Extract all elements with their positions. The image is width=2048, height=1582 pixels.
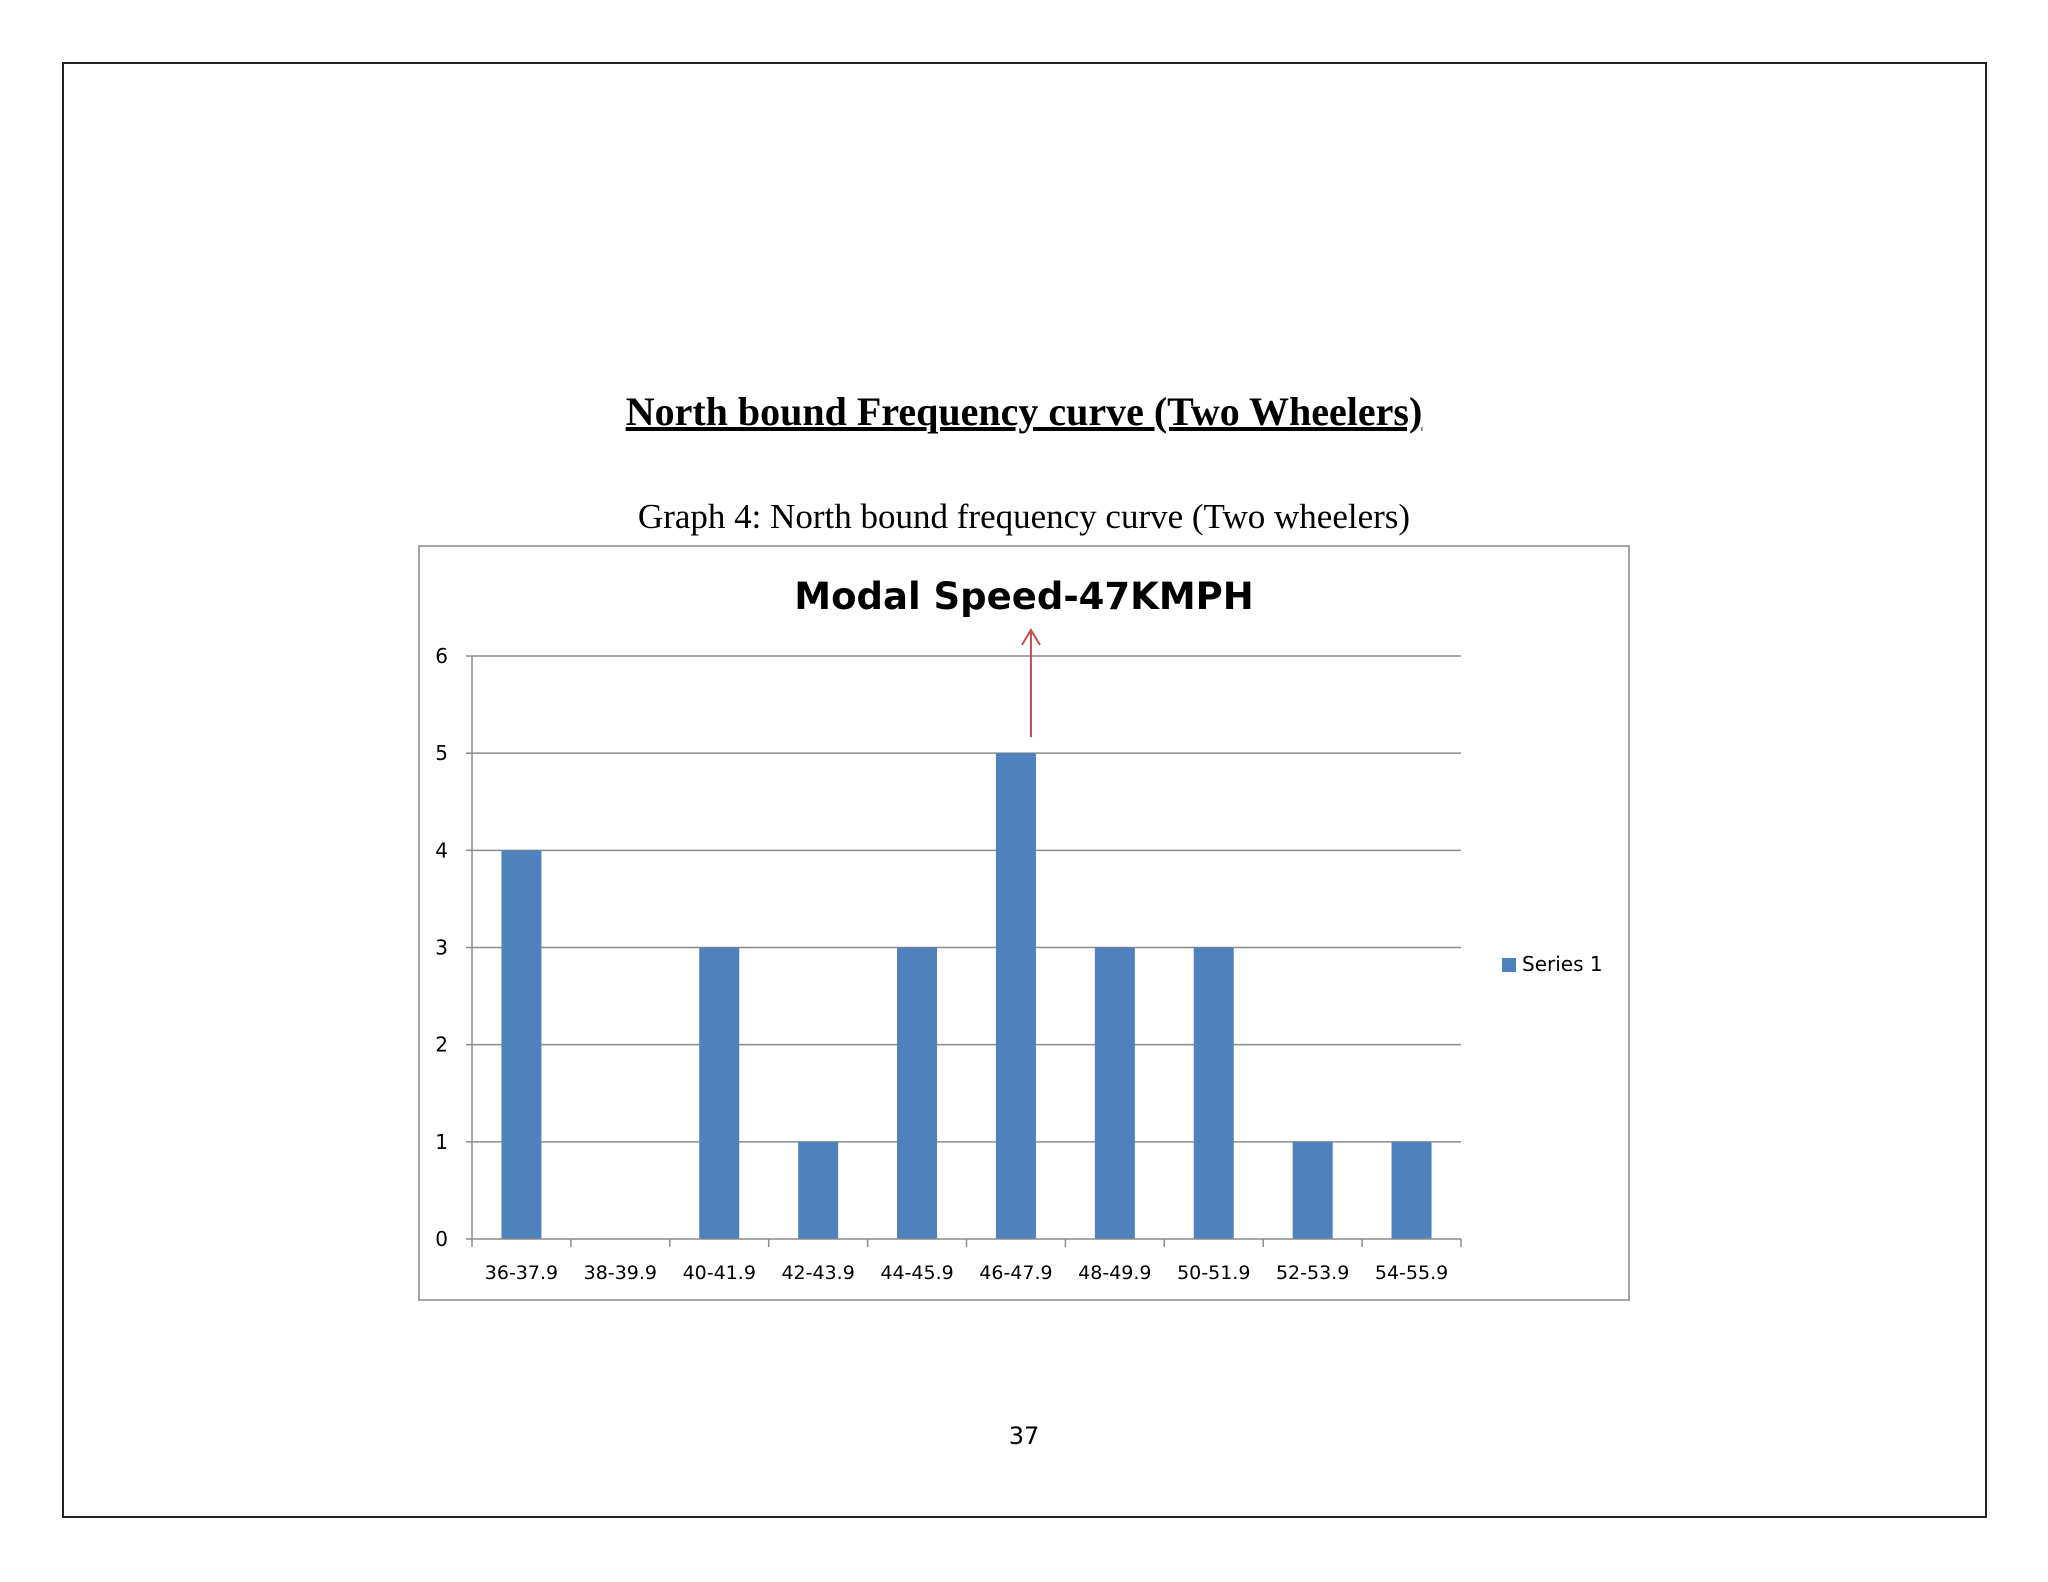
x-tick-label: 46-47.9 (979, 1262, 1052, 1284)
legend: Series 1 (1502, 952, 1603, 976)
x-tick-label: 54-55.9 (1375, 1262, 1448, 1284)
x-tick-label: 44-45.9 (880, 1262, 953, 1284)
y-tick-label: 2 (435, 1033, 448, 1057)
legend-label: Series 1 (1522, 952, 1603, 976)
arrow-head (1021, 628, 1041, 646)
gridlines (472, 655, 1461, 1143)
x-tick-label: 38-39.9 (584, 1262, 657, 1284)
bars (501, 753, 1432, 1239)
graph-caption: Graph 4: North bound frequency curve (Tw… (637, 497, 1411, 536)
bar (798, 1141, 839, 1239)
chart-frame: Modal Speed-47KMPH 0 1 2 3 4 5 6 36-37.9 38-39.… (418, 545, 1630, 1301)
page-border (62, 62, 1987, 1518)
y-tick-label: 5 (435, 741, 448, 765)
x-tick-labels: 36-37.9 38-39.9 40-41.9 42-43.9 44-45.9 46-47… (485, 1262, 1448, 1284)
legend-swatch (1502, 958, 1516, 972)
bar (501, 850, 542, 1239)
modal-arrow-annotation (1021, 628, 1041, 738)
bar (699, 947, 740, 1239)
axes (466, 655, 1462, 1247)
y-tick-label: 4 (435, 838, 448, 862)
x-tick-label: 36-37.9 (485, 1262, 558, 1284)
y-tick-label: 0 (435, 1227, 448, 1251)
page-number: 37 (1008, 1422, 1040, 1450)
bar (897, 947, 938, 1239)
y-tick-label: 6 (435, 644, 448, 668)
y-tick-labels: 0 1 2 3 4 5 6 (435, 644, 448, 1251)
bar (1391, 1141, 1432, 1239)
bar (995, 753, 1036, 1239)
bar-chart: Modal Speed-47KMPH 0 1 2 3 4 5 6 36-37.9 38-39.… (435, 575, 1603, 1284)
x-tick-label: 48-49.9 (1078, 1262, 1151, 1284)
chart-title: Modal Speed-47KMPH (794, 575, 1253, 618)
y-tick-label: 3 (435, 936, 448, 960)
x-tick-label: 40-41.9 (683, 1262, 756, 1284)
x-tick-label: 42-43.9 (781, 1262, 854, 1284)
bar (1094, 947, 1135, 1239)
x-tick-label: 50-51.9 (1177, 1262, 1250, 1284)
bar (1292, 1141, 1333, 1239)
page-heading: North bound Frequency curve (Two Wheeler… (625, 389, 1423, 434)
y-tick-label: 1 (435, 1130, 448, 1154)
x-tick-label: 52-53.9 (1276, 1262, 1349, 1284)
bar (1193, 947, 1234, 1239)
